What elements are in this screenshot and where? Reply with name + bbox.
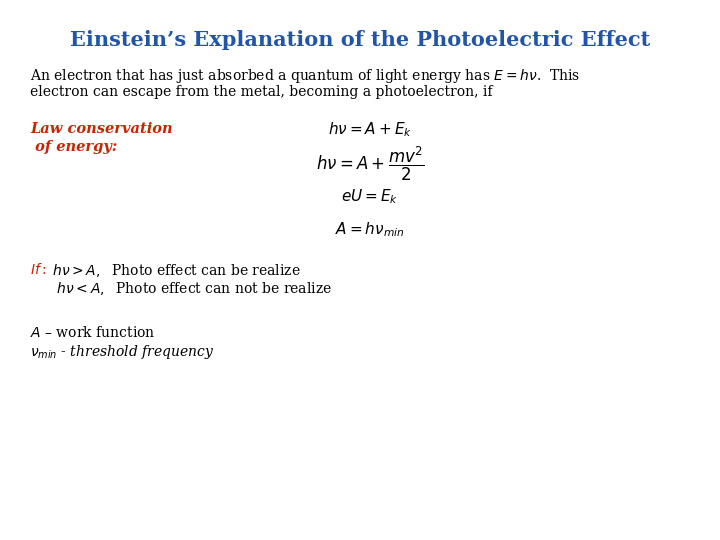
Text: An electron that has just absorbed a quantum of light energy has $E = h\nu$.  Th: An electron that has just absorbed a qua…: [30, 67, 580, 85]
Text: $h\nu < A,$  Photo effect can not be realize: $h\nu < A,$ Photo effect can not be real…: [30, 280, 332, 297]
Text: $A = h\nu_{min}$: $A = h\nu_{min}$: [336, 220, 405, 239]
Text: $A$ – work function: $A$ – work function: [30, 325, 156, 340]
Text: Einstein’s Explanation of the Photoelectric Effect: Einstein’s Explanation of the Photoelect…: [70, 30, 650, 50]
Text: $h\nu > A,$  Photo effect can be realize: $h\nu > A,$ Photo effect can be realize: [48, 262, 301, 279]
Text: electron can escape from the metal, becoming a photoelectron, if: electron can escape from the metal, beco…: [30, 85, 492, 99]
Text: $h\nu = A + E_k$: $h\nu = A + E_k$: [328, 120, 412, 139]
Text: $eU = E_k$: $eU = E_k$: [341, 187, 399, 206]
Text: $If:$: $If:$: [30, 262, 47, 277]
Text: of energy:: of energy:: [30, 140, 117, 154]
Text: $\nu_{min}$ - threshold frequency: $\nu_{min}$ - threshold frequency: [30, 343, 214, 361]
Text: Law conservation: Law conservation: [30, 122, 173, 136]
Text: $h\nu = A + \dfrac{mv^2}{2}$: $h\nu = A + \dfrac{mv^2}{2}$: [315, 145, 424, 183]
